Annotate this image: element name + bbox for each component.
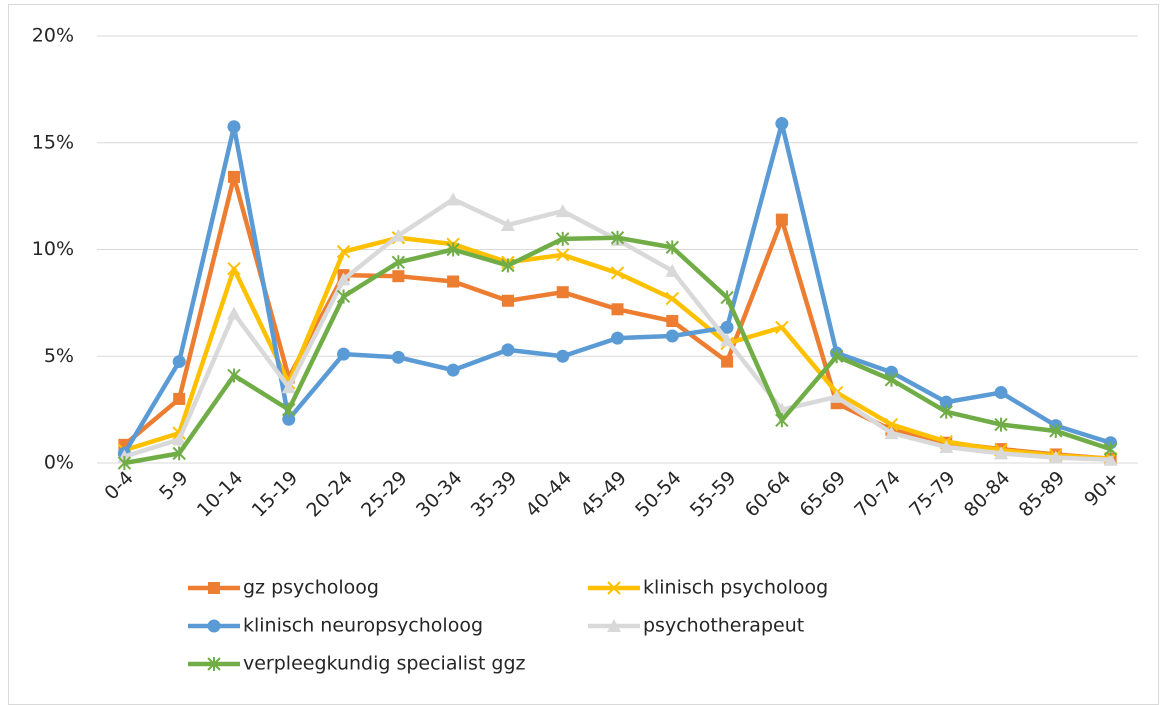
marker bbox=[1103, 452, 1118, 466]
marker bbox=[207, 657, 221, 671]
marker bbox=[446, 363, 460, 377]
marker bbox=[391, 255, 406, 270]
marker bbox=[117, 456, 132, 470]
marker bbox=[939, 439, 954, 453]
marker bbox=[500, 217, 515, 231]
y-tick-label: 5% bbox=[44, 345, 74, 367]
marker bbox=[391, 350, 405, 364]
marker bbox=[607, 581, 621, 595]
marker bbox=[392, 270, 405, 283]
marker bbox=[501, 258, 515, 273]
legend-label: psychotherapeut bbox=[643, 615, 804, 637]
marker bbox=[226, 306, 241, 320]
marker bbox=[391, 228, 406, 242]
legend-label: gz psycholoog bbox=[243, 577, 379, 599]
marker bbox=[611, 303, 624, 316]
marker bbox=[884, 372, 899, 387]
marker bbox=[829, 389, 844, 403]
marker bbox=[501, 343, 515, 357]
y-tick-label: 10% bbox=[32, 238, 74, 260]
marker bbox=[556, 286, 569, 299]
legend-item: klinisch psycholoog bbox=[588, 577, 828, 599]
marker bbox=[281, 380, 296, 394]
marker bbox=[610, 230, 625, 245]
marker bbox=[665, 240, 679, 255]
marker bbox=[446, 242, 460, 257]
marker bbox=[207, 619, 221, 633]
marker bbox=[336, 244, 351, 259]
marker bbox=[282, 402, 296, 417]
legend-label: verpleegkundig specialist ggz bbox=[243, 653, 526, 675]
marker bbox=[556, 248, 570, 262]
marker bbox=[666, 315, 679, 328]
marker bbox=[208, 582, 220, 594]
marker bbox=[720, 333, 735, 347]
marker bbox=[775, 413, 789, 428]
marker bbox=[939, 395, 953, 409]
marker bbox=[775, 320, 789, 335]
marker bbox=[173, 392, 186, 405]
marker bbox=[775, 213, 788, 226]
marker bbox=[994, 446, 1009, 460]
marker bbox=[227, 170, 240, 183]
legend-item: verpleegkundig specialist ggz bbox=[188, 653, 526, 675]
marker bbox=[446, 192, 461, 206]
marker bbox=[721, 355, 734, 368]
marker bbox=[556, 349, 570, 363]
marker bbox=[775, 117, 789, 131]
legend-item: gz psycholoog bbox=[188, 577, 379, 599]
marker bbox=[556, 231, 570, 246]
legend-label: klinisch neuropsycholoog bbox=[243, 615, 483, 637]
y-tick-label: 20% bbox=[32, 25, 74, 47]
marker bbox=[227, 368, 241, 383]
marker bbox=[447, 275, 460, 288]
marker bbox=[337, 347, 351, 361]
marker bbox=[227, 262, 241, 276]
marker bbox=[994, 417, 1008, 432]
marker bbox=[282, 412, 296, 426]
y-tick-label: 0% bbox=[44, 452, 74, 474]
marker bbox=[336, 289, 351, 304]
legend-item: klinisch neuropsycholoog bbox=[188, 615, 483, 637]
legend-label: klinisch psycholoog bbox=[643, 577, 828, 599]
marker bbox=[720, 290, 734, 305]
marker bbox=[829, 349, 844, 364]
marker bbox=[665, 329, 679, 343]
marker bbox=[994, 386, 1008, 400]
marker bbox=[172, 355, 186, 369]
marker bbox=[501, 294, 514, 307]
marker bbox=[336, 272, 351, 286]
marker bbox=[665, 291, 679, 306]
marker bbox=[720, 320, 734, 334]
marker bbox=[172, 432, 187, 446]
marker bbox=[665, 263, 680, 277]
legend-item: psychotherapeut bbox=[588, 615, 804, 637]
marker bbox=[610, 266, 625, 280]
marker bbox=[611, 331, 624, 345]
marker bbox=[1048, 450, 1063, 464]
marker bbox=[1049, 423, 1063, 438]
marker bbox=[939, 404, 953, 419]
series bbox=[117, 230, 1118, 470]
marker bbox=[227, 120, 241, 134]
marker bbox=[1103, 442, 1118, 457]
y-tick-label: 15% bbox=[32, 131, 74, 153]
marker bbox=[884, 426, 899, 440]
marker bbox=[555, 204, 570, 218]
marker bbox=[607, 619, 621, 632]
marker bbox=[172, 446, 186, 461]
